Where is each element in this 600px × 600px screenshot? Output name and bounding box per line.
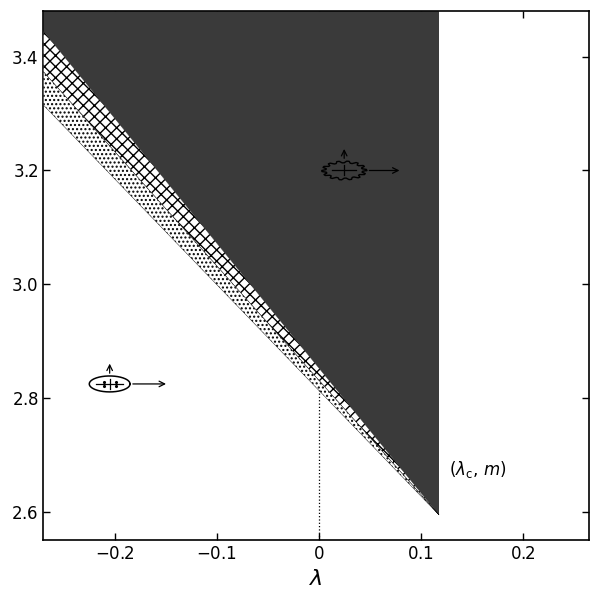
Text: $(\lambda_{\mathrm{c}},\, m)$: $(\lambda_{\mathrm{c}},\, m)$ bbox=[449, 459, 507, 480]
Polygon shape bbox=[43, 11, 439, 515]
Polygon shape bbox=[43, 31, 439, 515]
X-axis label: λ: λ bbox=[310, 569, 323, 589]
Polygon shape bbox=[43, 72, 439, 515]
